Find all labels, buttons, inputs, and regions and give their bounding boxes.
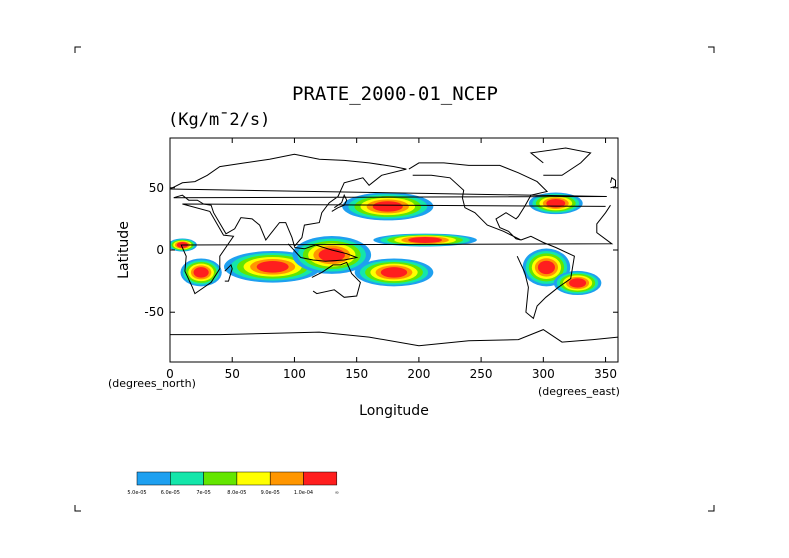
legend-label: 5.0e-05 — [127, 490, 146, 496]
y-tick-label: 0 — [156, 243, 164, 257]
x-tick-label: 50 — [225, 367, 240, 381]
coastline-south-america — [516, 235, 575, 320]
rain-region-southern-africa — [180, 258, 222, 287]
coastline-africa — [180, 203, 614, 295]
y-unit-label: (degrees_north) — [108, 377, 196, 390]
chart-title: PRATE_2000-01_NCEP — [292, 83, 498, 105]
coastline-greenland — [529, 147, 592, 176]
legend-label: 1.0e-04 — [294, 490, 313, 496]
rain-level-1.0e-04 — [546, 199, 566, 208]
x-tick-label: 300 — [532, 367, 555, 381]
x-tick-label: 150 — [345, 367, 368, 381]
coastline-antarctica — [170, 329, 618, 347]
legend-swatch — [236, 471, 271, 486]
x-unit-label: (degrees_east) — [538, 385, 620, 398]
coastline-eurasia — [170, 153, 607, 248]
legend-swatch — [303, 471, 338, 486]
rain-region-indian-ocean-band — [223, 250, 322, 283]
rain-level-1.0e-04 — [372, 201, 403, 212]
rain-field — [170, 192, 602, 296]
x-tick-label: 250 — [470, 367, 493, 381]
x-tick-label: 200 — [407, 367, 430, 381]
rain-region-sacz — [553, 270, 602, 296]
coastline-uk — [610, 176, 616, 189]
rain-region-north-pacific-storm-track — [342, 192, 434, 221]
legend-label: 7e-05 — [196, 490, 210, 496]
legend-label: ∞ — [335, 490, 339, 496]
rain-level-1.0e-04 — [256, 261, 289, 273]
color-legend: 5.0e-05 6.0e-05 7e-05 8.0e-05 9.0e-05 1.0e-04… — [127, 471, 339, 496]
rain-level-1.0e-04 — [193, 267, 209, 278]
rain-region-north-atlantic-storm-track — [528, 192, 583, 215]
coastline-indonesia — [287, 243, 359, 262]
rain-level-1.0e-04 — [537, 260, 555, 275]
x-axis: 0 50 100 150 200 250 300 350 — [166, 138, 617, 381]
x-tick-label: 100 — [283, 367, 306, 381]
y-tick-label: -50 — [144, 305, 164, 319]
rain-region-south-pacific-convergence-zone — [354, 258, 434, 287]
legend-swatch — [269, 471, 304, 486]
coastline-north-america — [408, 162, 549, 241]
legend-swatch — [203, 471, 238, 486]
x-tick-label: 0 — [166, 367, 174, 381]
legend-swatch — [170, 471, 204, 486]
x-axis-title: Longitude — [359, 403, 429, 419]
legend-swatch — [136, 471, 171, 486]
rain-level-1.0e-04 — [569, 278, 587, 288]
coastline-madagascar — [224, 263, 233, 282]
rain-region-itcz-central-pacific — [373, 233, 477, 247]
y-tick-label: 50 — [149, 181, 164, 195]
coastline-japan — [331, 193, 348, 212]
y-axis: 50 0 -50 — [144, 181, 618, 319]
x-tick-label: 350 — [594, 367, 617, 381]
coastline-australia — [311, 261, 361, 298]
y-axis-title: Latitude — [116, 221, 132, 279]
chart-subtitle: (Kg/m¯2/s) — [168, 110, 270, 130]
legend-label: 9.0e-05 — [261, 490, 280, 496]
coastlines — [170, 147, 618, 347]
rain-level-1.0e-04 — [408, 237, 443, 244]
rain-level-1.0e-04 — [380, 267, 408, 278]
legend-label: 8.0e-05 — [227, 490, 246, 496]
crop-marks — [74, 46, 715, 512]
legend-label: 6.0e-05 — [161, 490, 180, 496]
